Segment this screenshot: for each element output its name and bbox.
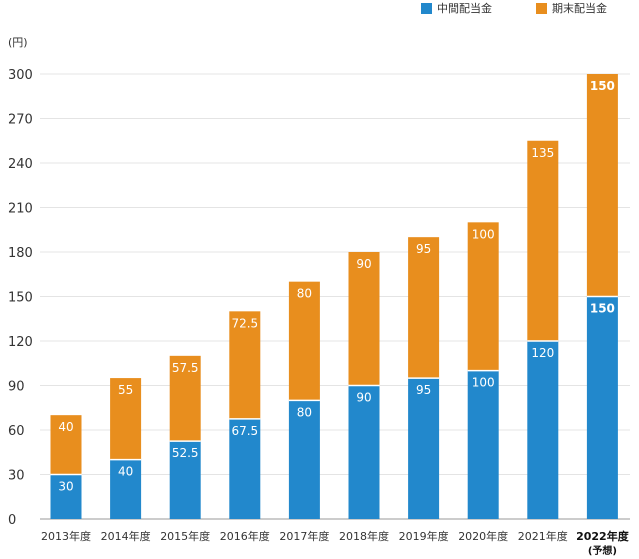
bar-interim [229, 418, 261, 519]
data-label-year-end: 40 [58, 420, 73, 434]
data-label-year-end: 150 [590, 79, 615, 93]
bars: 30 40 40 55 52.5 57.5 67.5 72.5 80 80 90 90 95 95 100 1… [50, 74, 618, 519]
data-label-year-end: 80 [297, 287, 312, 301]
data-label-year-end: 55 [118, 383, 133, 397]
x-tick-label: 2017年度 [279, 529, 329, 543]
x-tick-label: 2021年度 [518, 529, 568, 543]
legend-year-end-swatch [536, 2, 547, 14]
data-label-interim: 67.5 [231, 424, 258, 438]
bar-interim [50, 474, 82, 519]
x-tick-label: 2013年度 [41, 529, 91, 543]
data-label-interim: 120 [531, 346, 554, 360]
bar-year-end [50, 415, 82, 475]
bar-year-end [586, 74, 618, 297]
y-tick-label: 30 [8, 469, 25, 484]
bar-year-end [288, 281, 320, 401]
bar-interim [348, 385, 380, 519]
bar-year-end [348, 252, 380, 386]
bar-year-end [467, 222, 499, 371]
bar-interim [467, 370, 499, 519]
y-tick-label: 180 [8, 246, 33, 261]
bar-year-end [169, 355, 201, 442]
data-label-year-end: 135 [531, 146, 554, 160]
legend-interim-label: 中間配当金 [437, 2, 492, 15]
bar-interim [288, 400, 320, 519]
data-label-year-end: 72.5 [231, 316, 258, 330]
x-tick-label: 2022年度 [576, 529, 630, 543]
y-tick-label: 300 [8, 68, 33, 83]
bar-interim [408, 378, 440, 519]
y-tick-label: 240 [8, 157, 33, 172]
y-tick-label: 60 [8, 424, 25, 439]
data-label-interim: 52.5 [172, 446, 199, 460]
x-tick-label: 2018年度 [339, 529, 389, 543]
bar-interim [110, 459, 142, 519]
y-tick-label: 0 [8, 513, 16, 528]
legend-interim-swatch [421, 2, 432, 14]
x-tick-note: (予想) [588, 544, 617, 557]
data-label-year-end: 100 [472, 227, 495, 241]
bar-year-end [408, 237, 440, 379]
y-unit-label: (円) [8, 36, 28, 49]
bar-interim [169, 441, 201, 519]
data-label-year-end: 95 [416, 242, 431, 256]
y-tick-label: 210 [8, 202, 33, 217]
x-tick-label: 2020年度 [458, 529, 508, 543]
x-axis: 2013年度 2014年度 2015年度 2016年度 2017年度 2018年度 2019… [41, 529, 630, 557]
data-label-year-end: 90 [356, 257, 371, 271]
data-label-interim: 100 [472, 376, 495, 390]
bar-interim [586, 296, 618, 519]
x-tick-label: 2014年度 [101, 529, 151, 543]
y-tick-label: 120 [8, 335, 33, 350]
y-tick-label: 150 [8, 291, 33, 306]
x-tick-label: 2015年度 [160, 529, 210, 543]
bar-interim [527, 341, 559, 519]
y-axis: (円) 0 30 60 90 120 150 180 210 240 270 300 [8, 36, 33, 528]
data-label-interim: 30 [58, 480, 73, 494]
legend-year-end: 期末配当金 [536, 0, 607, 16]
data-label-interim: 95 [416, 383, 431, 397]
bar-year-end [110, 378, 142, 460]
x-tick-label: 2019年度 [399, 529, 449, 543]
legend-year-end-label: 期末配当金 [552, 2, 607, 15]
data-label-interim: 90 [356, 391, 371, 405]
data-label-interim: 150 [590, 302, 615, 316]
legend-interim: 中間配当金 [421, 0, 492, 16]
data-label-interim: 40 [118, 465, 133, 479]
bar-year-end [229, 311, 261, 419]
x-tick-label: 2016年度 [220, 529, 270, 543]
y-tick-label: 270 [8, 113, 33, 128]
data-label-year-end: 57.5 [172, 361, 199, 375]
bar-year-end [527, 140, 559, 341]
y-tick-label: 90 [8, 380, 25, 395]
data-label-interim: 80 [297, 405, 312, 419]
